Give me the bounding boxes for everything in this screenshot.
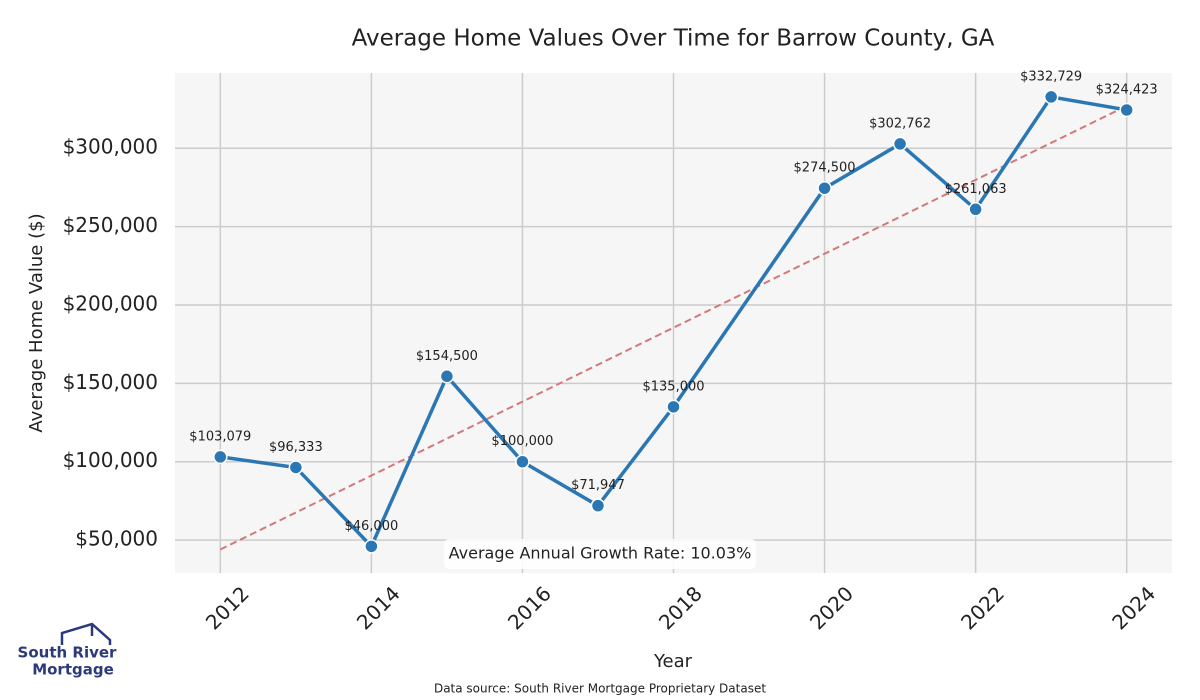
- data-label: $100,000: [491, 434, 553, 449]
- chart-title: Average Home Values Over Time for Barrow…: [352, 26, 995, 52]
- data-label: $324,423: [1096, 82, 1158, 97]
- logo: South River Mortgage: [18, 622, 118, 679]
- data-point: [515, 454, 530, 469]
- logo-text: Mortgage: [32, 661, 114, 679]
- data-label: $96,333: [269, 440, 323, 455]
- data-label: $274,500: [794, 161, 856, 176]
- data-label: $261,063: [945, 182, 1007, 197]
- y-tick-label: $50,000: [75, 527, 158, 551]
- x-tick-label: 2014: [352, 581, 405, 634]
- y-tick-label: $300,000: [63, 135, 158, 159]
- data-label: $71,947: [571, 478, 625, 493]
- x-tick-label: 2012: [201, 581, 254, 634]
- x-tick-label: 2016: [503, 581, 556, 634]
- data-point: [666, 399, 681, 415]
- x-tick-label: 2020: [805, 581, 858, 634]
- y-tick-label: $150,000: [63, 370, 158, 394]
- logo-house: [60, 622, 112, 645]
- x-tick-label: 2024: [1107, 581, 1160, 634]
- data-point: [968, 202, 983, 217]
- data-point: [364, 539, 379, 554]
- data-point: [590, 498, 606, 513]
- source-note: Data source: South River Mortgage Propri…: [434, 682, 766, 696]
- data-label: $46,000: [344, 519, 398, 534]
- data-point: [892, 136, 908, 152]
- data-label: $302,762: [869, 116, 931, 131]
- data-point: [1043, 89, 1059, 105]
- annotation-box: [444, 539, 756, 569]
- data-point: [439, 369, 455, 384]
- logo-text: South River: [18, 644, 118, 662]
- annotation: Average Annual Growth Rate: 10.03%: [449, 544, 752, 563]
- y-tick-label: $100,000: [63, 448, 158, 472]
- trend-line: [219, 105, 1128, 551]
- x-axis-label: Year: [653, 651, 693, 672]
- data-point: [1119, 102, 1134, 118]
- x-tick-label: 2018: [654, 581, 707, 634]
- data-label: $135,000: [642, 379, 704, 394]
- data-label: $332,729: [1020, 69, 1082, 84]
- data-point: [288, 460, 304, 475]
- data-label: $103,079: [189, 429, 251, 444]
- data-point: [213, 449, 228, 465]
- y-axis-label: Average Home Value ($): [26, 213, 47, 432]
- data-label: $154,500: [416, 349, 478, 364]
- x-tick-label: 2022: [956, 581, 1009, 634]
- y-tick-label: $200,000: [63, 291, 158, 315]
- data-line: [220, 95, 1127, 550]
- y-tick-label: $250,000: [63, 213, 158, 237]
- data-point: [817, 180, 832, 196]
